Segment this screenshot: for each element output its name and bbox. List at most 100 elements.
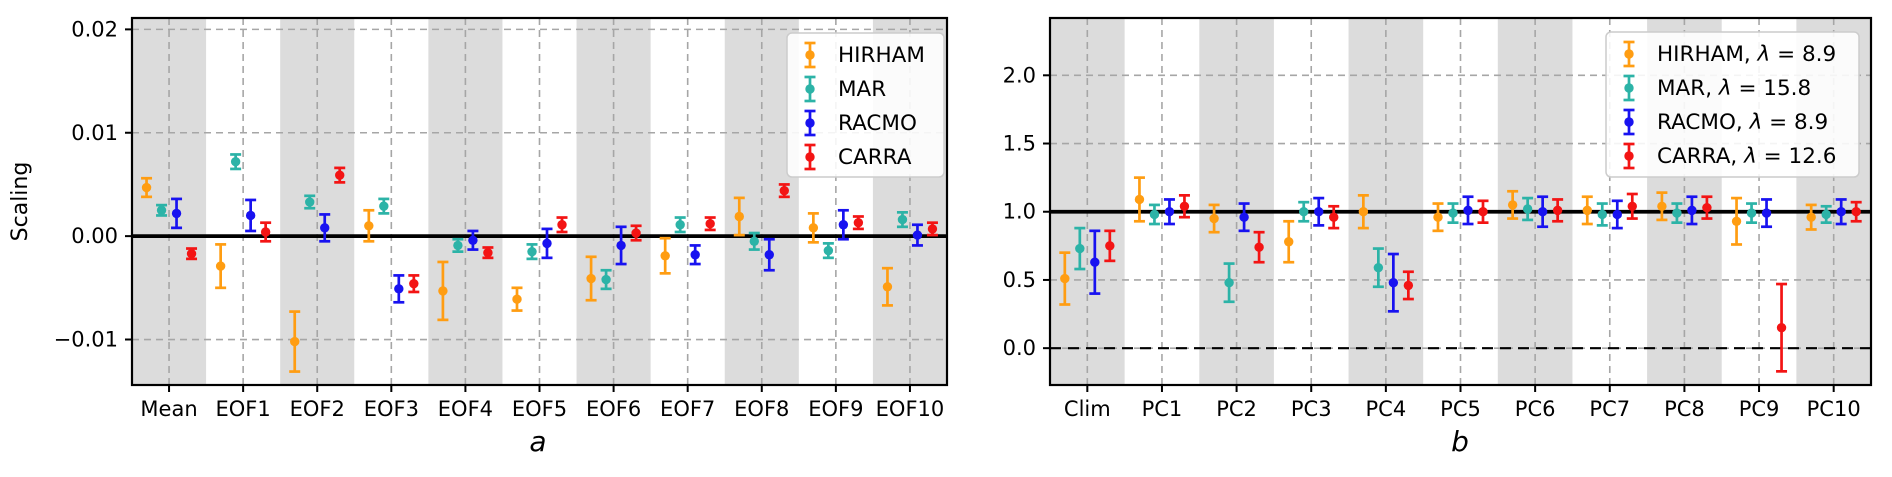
y-tick-label: 2.0: [1003, 63, 1036, 87]
data-point: [1702, 202, 1712, 213]
data-point: [823, 245, 834, 256]
data-point: [1597, 209, 1607, 220]
x-tick-label: PC8: [1664, 397, 1705, 421]
data-point: [749, 236, 759, 247]
data-point: [305, 197, 315, 207]
data-point: [1463, 205, 1473, 216]
data-point: [1507, 200, 1518, 210]
legend-label: MAR, λ = 15.8: [1657, 76, 1811, 101]
data-point: [260, 227, 271, 237]
data-point: [230, 156, 241, 167]
legend-marker-MAR: [1623, 74, 1635, 102]
data-point: [927, 224, 938, 234]
x-tick-label: PC1: [1142, 397, 1183, 421]
data-point: [690, 250, 700, 260]
data-point: [1075, 243, 1085, 254]
data-point: [512, 294, 522, 304]
data-point: [1478, 207, 1488, 217]
panel-a-label: a: [529, 425, 547, 458]
data-point: [141, 182, 152, 193]
x-tick-label: EOF2: [290, 397, 345, 421]
data-point: [601, 274, 611, 285]
series-CARRA: [186, 166, 938, 294]
data-point: [186, 249, 197, 259]
data-point: [1388, 277, 1399, 288]
x-tick-label: Mean: [140, 397, 197, 421]
data-point: [1672, 208, 1682, 218]
x-tick-label: Clim: [1064, 397, 1111, 421]
legend-label: MAR: [838, 77, 886, 102]
series-HIRHAM: [1059, 176, 1817, 306]
data-point: [675, 220, 685, 230]
x-tick-label: PC6: [1515, 397, 1556, 421]
data-point: [1284, 237, 1294, 247]
x-tick-label: EOF8: [734, 397, 789, 421]
y-tick-label: 0.00: [71, 224, 118, 248]
data-point: [438, 286, 448, 296]
data-point: [320, 223, 330, 233]
data-point: [156, 205, 167, 215]
data-point: [468, 235, 478, 245]
y-tick-label: −0.01: [54, 328, 118, 352]
panel-a-plot: Mean EOF1 EOF2 EOF3 EOF4 EOF5 EOF6 EOF7 EOF8 EOF9…: [8, 16, 949, 421]
data-point: [1687, 205, 1697, 216]
legend-box: [786, 32, 945, 178]
data-point: [1851, 207, 1861, 217]
legend-marker-RACMO: [1623, 108, 1635, 136]
data-point: [631, 228, 641, 238]
data-point: [1164, 207, 1175, 217]
data-point: [453, 240, 463, 251]
data-point: [1433, 212, 1443, 222]
panel-b-label: b: [1451, 425, 1469, 458]
x-tick-label: PC5: [1440, 397, 1481, 421]
data-point: [1522, 204, 1533, 214]
data-point: [1776, 322, 1787, 333]
data-point: [1239, 212, 1249, 222]
y-tick-label: 0.01: [71, 121, 118, 145]
x-tick-label: PC2: [1216, 397, 1257, 421]
legend-marker-RACMO: [804, 109, 816, 137]
data-point: [1746, 208, 1757, 218]
data-point: [1582, 205, 1592, 216]
y-tick-label: 0.0: [1003, 336, 1036, 360]
legend-label: HIRHAM: [838, 43, 925, 68]
data-point: [1403, 280, 1414, 291]
data-point: [483, 247, 493, 258]
data-point: [1627, 201, 1637, 211]
data-point: [1149, 209, 1160, 220]
data-point: [245, 210, 256, 221]
data-point: [660, 251, 670, 261]
x-tick-label: PC9: [1739, 397, 1780, 421]
series-RACMO: [171, 197, 923, 304]
data-point: [1836, 207, 1846, 217]
data-point: [838, 220, 849, 230]
series-HIRHAM: [141, 176, 893, 373]
x-tick-label: PC7: [1589, 397, 1630, 421]
data-point: [764, 250, 774, 260]
data-point: [1821, 209, 1831, 220]
data-point: [1209, 213, 1219, 224]
data-point: [1552, 205, 1563, 216]
data-point: [882, 282, 893, 292]
data-point: [364, 221, 374, 231]
legend-marker-CARRA: [804, 143, 816, 171]
x-tick-label: EOF5: [512, 397, 567, 421]
data-point: [1299, 207, 1309, 217]
legend: HIRHAM MAR RACMO CARRA: [786, 32, 945, 178]
series-MAR: [1074, 196, 1832, 304]
series-MAR: [156, 153, 908, 291]
legend-label: RACMO, λ = 8.9: [1657, 110, 1828, 135]
data-point: [1105, 241, 1115, 251]
data-point: [1731, 216, 1742, 226]
legend-label: CARRA, λ = 12.6: [1657, 144, 1836, 169]
data-point: [1358, 207, 1369, 217]
data-point: [1224, 277, 1234, 288]
data-point: [1090, 257, 1100, 267]
data-point: [853, 217, 864, 228]
data-point: [290, 336, 300, 347]
data-point: [379, 201, 389, 211]
series-CARRA: [1104, 192, 1862, 373]
y-tick-label: 1.5: [1003, 132, 1036, 156]
data-point: [808, 223, 819, 233]
legend-label: RACMO: [838, 111, 917, 136]
